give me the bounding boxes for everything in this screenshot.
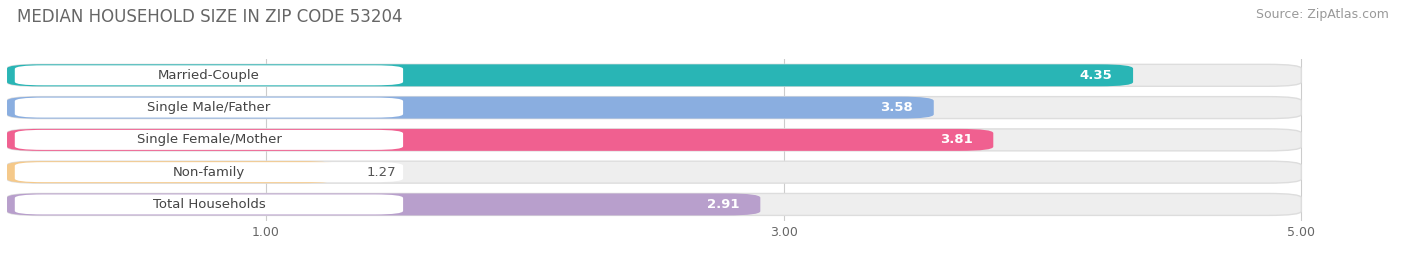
FancyBboxPatch shape [7, 129, 993, 151]
Text: Married-Couple: Married-Couple [157, 69, 260, 82]
Text: Single Male/Father: Single Male/Father [148, 101, 270, 114]
Text: 3.81: 3.81 [939, 133, 973, 146]
Text: MEDIAN HOUSEHOLD SIZE IN ZIP CODE 53204: MEDIAN HOUSEHOLD SIZE IN ZIP CODE 53204 [17, 8, 402, 26]
FancyBboxPatch shape [7, 97, 1302, 119]
Text: 2.91: 2.91 [707, 198, 740, 211]
Text: Single Female/Mother: Single Female/Mother [136, 133, 281, 146]
FancyBboxPatch shape [7, 64, 1133, 86]
FancyBboxPatch shape [7, 161, 336, 183]
Text: Source: ZipAtlas.com: Source: ZipAtlas.com [1256, 8, 1389, 21]
FancyBboxPatch shape [15, 162, 404, 182]
Text: Total Households: Total Households [153, 198, 266, 211]
FancyBboxPatch shape [15, 130, 404, 150]
FancyBboxPatch shape [15, 98, 404, 118]
FancyBboxPatch shape [15, 194, 404, 214]
Text: 1.27: 1.27 [367, 166, 396, 179]
Text: Non-family: Non-family [173, 166, 245, 179]
FancyBboxPatch shape [15, 65, 404, 85]
Text: 3.58: 3.58 [880, 101, 912, 114]
FancyBboxPatch shape [7, 193, 1302, 215]
FancyBboxPatch shape [7, 129, 1302, 151]
FancyBboxPatch shape [7, 97, 934, 119]
FancyBboxPatch shape [7, 193, 761, 215]
Text: 4.35: 4.35 [1080, 69, 1112, 82]
FancyBboxPatch shape [7, 64, 1302, 86]
FancyBboxPatch shape [7, 161, 1302, 183]
